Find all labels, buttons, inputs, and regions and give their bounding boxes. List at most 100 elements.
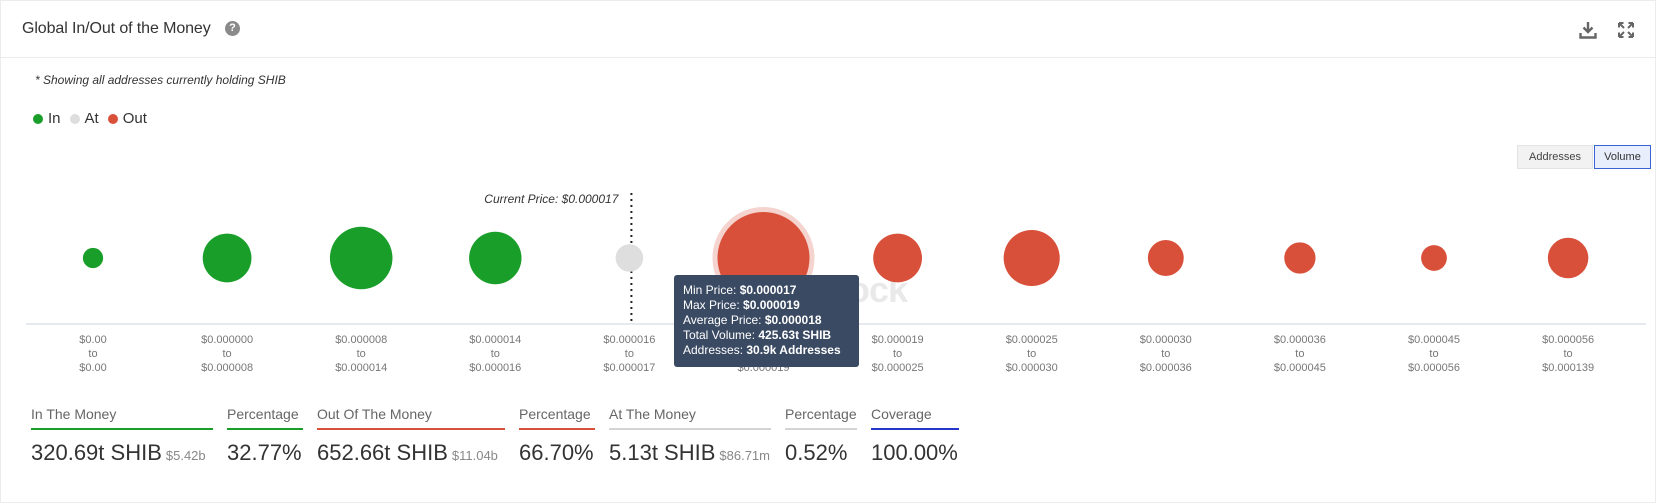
x-tick-label: $0.000000 — [201, 334, 253, 346]
expand-icon[interactable] — [1615, 19, 1637, 41]
x-tick-label: to — [1295, 348, 1304, 360]
tooltip-value: 425.63t SHIB — [758, 328, 832, 342]
x-tick-label: to — [1161, 348, 1170, 360]
x-tick-label: to — [88, 348, 97, 360]
stat-block: Percentage 0.52% — [785, 406, 857, 466]
bubble-in[interactable] — [202, 233, 252, 283]
tooltip-label: Min Price: — [683, 283, 740, 297]
stat-value-main: 652.66t SHIB — [317, 440, 448, 465]
stat-value: 652.66t SHIB $11.04b — [317, 440, 505, 466]
stat-block: In The Money 320.69t SHIB $5.42b — [31, 406, 213, 466]
legend-item-in[interactable]: In — [33, 110, 61, 127]
x-tick-label: to — [1564, 348, 1573, 360]
bubble-out[interactable] — [1421, 245, 1447, 271]
current-price-label: Current Price: $0.000017 — [484, 192, 619, 206]
tooltip-label: Total Volume: — [683, 328, 759, 342]
legend-dot-at — [69, 113, 80, 124]
stat-value-main: 320.69t SHIB — [31, 440, 162, 465]
stat-value-usd: $11.04b — [451, 448, 498, 463]
tooltip-value: 30.9k Addresses — [746, 343, 841, 357]
bubble-in[interactable] — [469, 231, 522, 285]
x-tick-label: $0.000030 — [1140, 334, 1192, 346]
x-tick-label: $0.00 — [79, 362, 107, 374]
addresses-toggle-button[interactable]: Addresses — [1517, 145, 1593, 169]
legend: In At Out — [33, 110, 156, 127]
holding-note: * Showing all addresses currently holdin… — [35, 73, 286, 87]
stat-value-main: 0.52% — [785, 440, 848, 465]
x-tick-label: $0.000045 — [1274, 362, 1326, 374]
panel-header: Global In/Out of the Money ? — [1, 1, 1655, 58]
x-tick-label: $0.000036 — [1274, 334, 1326, 346]
x-tick-label: $0.000025 — [1006, 334, 1058, 346]
legend-dot-out — [107, 113, 118, 124]
bubble-out[interactable] — [873, 233, 922, 283]
x-tick-label: to — [491, 348, 500, 360]
stat-value-main: 5.13t SHIB — [609, 440, 716, 465]
stat-value: 66.70% — [519, 440, 595, 466]
stat-label: Percentage — [785, 406, 857, 430]
legend-dot-in — [33, 113, 43, 124]
stat-value-usd: $86.71m — [719, 448, 770, 463]
tooltip-value: $0.000017 — [739, 283, 797, 297]
x-tick-label: $0.000008 — [335, 334, 387, 346]
stat-label: Percentage — [227, 406, 303, 430]
x-tick-label: $0.000008 — [201, 362, 253, 374]
bubble-out[interactable] — [1147, 240, 1184, 276]
stat-value: 32.77% — [227, 440, 303, 466]
stat-block: Percentage 66.70% — [519, 406, 595, 466]
stat-label: At The Money — [609, 406, 771, 430]
x-tick-label: $0.00 — [79, 334, 107, 346]
stat-block: At The Money 5.13t SHIB $86.71m — [609, 406, 771, 466]
stat-value: 0.52% — [785, 440, 857, 466]
stat-value-main: 32.77% — [227, 440, 302, 465]
x-tick-label: $0.000045 — [1408, 334, 1460, 346]
stat-value: 100.00% — [871, 440, 959, 466]
x-tick-label: to — [1429, 348, 1438, 360]
tooltip-value: $0.000019 — [743, 298, 800, 312]
help-icon[interactable]: ? — [225, 21, 240, 36]
bubble-at[interactable] — [615, 244, 644, 272]
panel-title: Global In/Out of the Money — [22, 20, 211, 37]
x-tick-label: $0.000019 — [872, 334, 924, 346]
stat-value-main: 100.00% — [871, 440, 958, 465]
download-icon[interactable] — [1577, 19, 1599, 41]
tooltip-row: Addresses: 30.9k Addresses — [683, 343, 850, 358]
stat-value: 320.69t SHIB $5.42b — [31, 440, 213, 466]
tooltip-label: Max Price: — [683, 298, 744, 312]
stat-label: Percentage — [519, 406, 595, 430]
tooltip-row: Total Volume: 425.63t SHIB — [683, 328, 850, 343]
stat-value-main: 66.70% — [519, 440, 594, 465]
bubble-out[interactable] — [1284, 242, 1316, 274]
legend-label-out: Out — [122, 110, 147, 127]
x-tick-label: to — [625, 348, 634, 360]
x-tick-label: $0.000017 — [603, 362, 655, 374]
legend-item-at[interactable]: At — [69, 110, 99, 127]
volume-toggle-button[interactable]: Volume — [1594, 145, 1651, 169]
stat-label: Out Of The Money — [317, 406, 505, 430]
stat-block: Coverage 100.00% — [871, 406, 959, 466]
stat-block: Out Of The Money 652.66t SHIB $11.04b — [317, 406, 505, 466]
x-tick-label: to — [1027, 348, 1036, 360]
tooltip-row: Max Price: $0.000019 — [683, 298, 850, 313]
bubble-out[interactable] — [1547, 237, 1589, 279]
stat-block: Percentage 32.77% — [227, 406, 303, 466]
stat-label: Coverage — [871, 406, 959, 430]
stat-value-usd: $5.42b — [165, 448, 206, 463]
x-tick-label: $0.000014 — [335, 362, 387, 374]
legend-item-out[interactable]: Out — [107, 110, 147, 127]
legend-label-at: At — [84, 110, 99, 127]
bubble-in[interactable] — [82, 247, 104, 269]
bubble-in[interactable] — [329, 226, 393, 290]
x-tick-label: $0.000030 — [1006, 362, 1058, 374]
x-tick-label: $0.000014 — [469, 334, 521, 346]
tooltip-row: Min Price: $0.000017 — [683, 283, 850, 298]
bubble-tooltip: Min Price: $0.000017 Max Price: $0.000019… — [674, 275, 859, 367]
x-tick-label: $0.000025 — [872, 362, 924, 374]
x-tick-label: to — [357, 348, 366, 360]
bubble-out[interactable] — [1003, 229, 1060, 287]
x-tick-label: $0.000056 — [1542, 334, 1594, 346]
x-tick-label: $0.000056 — [1408, 362, 1460, 374]
tooltip-value: $0.000018 — [764, 313, 822, 327]
tooltip-label: Average Price: — [683, 313, 765, 327]
